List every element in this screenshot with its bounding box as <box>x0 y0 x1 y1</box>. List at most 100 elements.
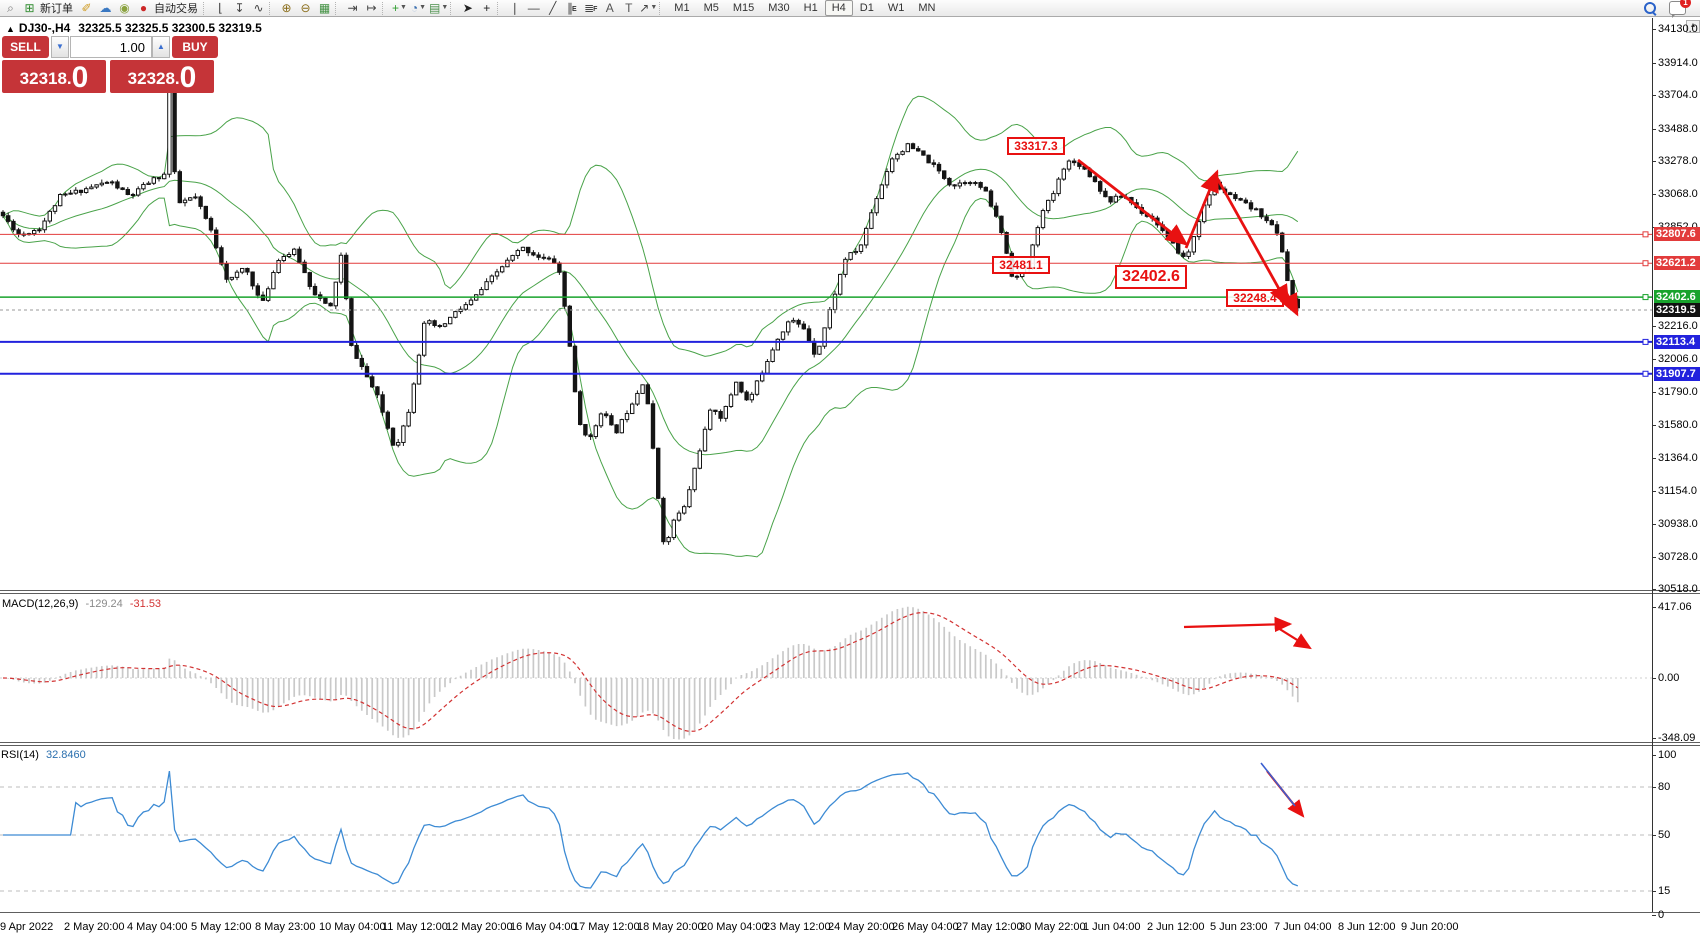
price-tag: 31907.7 <box>1654 366 1700 381</box>
chart-title: ▲ DJ30-,H4 32325.5 32325.5 32300.5 32319.5 <box>6 21 262 35</box>
macd-tick-label: -348.09 <box>1658 731 1696 744</box>
trend-arrow <box>1279 285 1299 317</box>
trend-arrow <box>1184 169 1219 249</box>
rsi-tick-label: 15 <box>1658 885 1671 897</box>
panel-separator[interactable] <box>0 742 1700 743</box>
zoom-out-icon[interactable]: ⊖ <box>300 1 311 15</box>
time-axis-label: 8 May 23:00 <box>255 921 316 933</box>
text-icon[interactable]: A <box>605 1 614 15</box>
panel-separator <box>0 593 1700 594</box>
macd-value-main: -129.24 <box>85 598 123 610</box>
styler-icon[interactable]: ✐ <box>81 1 92 15</box>
axis-tick <box>1652 755 1656 756</box>
price-tick-label: 33488.0 <box>1658 122 1698 135</box>
chart-type-icon[interactable]: ▤ ▼ <box>429 1 449 15</box>
chart-shift-icon[interactable]: ↦ <box>366 1 377 15</box>
volume-input[interactable] <box>70 36 152 58</box>
time-axis-label: 20 May 04:00 <box>701 921 768 933</box>
time-axis-label: 12 May 20:00 <box>446 921 513 933</box>
timeframe-m15[interactable]: M15 <box>732 2 755 14</box>
chat-badge: 1 <box>1680 0 1691 8</box>
indicator-window-icon[interactable]: ⌊ <box>218 1 223 15</box>
price-tag: 32402.6 <box>1654 290 1700 305</box>
annotation-price-label: 32248.4 <box>1226 289 1284 307</box>
chat-icon[interactable]: 1 <box>1669 0 1691 18</box>
one-click-trading-panel: SELL ▼ ▲ BUY 32318.0 32328.0 <box>2 36 218 93</box>
macd-value-signal: -31.53 <box>129 598 162 610</box>
ohlc-values: 32325.5 32325.5 32300.5 32319.5 <box>78 21 262 35</box>
timeframe-m30[interactable]: M30 <box>768 2 790 14</box>
bollinger-band <box>2 95 1299 357</box>
partial-icon[interactable]: ⌕ <box>7 1 14 15</box>
axis-tick <box>1652 326 1656 327</box>
price-tick-label: 31364.0 <box>1658 452 1698 464</box>
algo-trading-label[interactable]: 自动交易 <box>154 3 198 15</box>
time-axis-label: 16 May 04:00 <box>510 921 577 933</box>
timeframe-h4[interactable]: H4 <box>824 0 853 16</box>
timeframe-m1[interactable]: M1 <box>674 2 690 14</box>
new-order-label[interactable]: 新订单 <box>40 3 73 15</box>
new-order-icon[interactable]: ⊞ <box>24 1 35 15</box>
fibonacci-icon[interactable]: ≣ F <box>584 1 598 15</box>
time-axis-label: 17 May 12:00 <box>573 921 640 933</box>
time-axis-label: 5 Jun 23:00 <box>1210 921 1268 933</box>
axis-tick <box>1652 835 1656 836</box>
object-window-icon[interactable]: ↧ <box>234 1 245 15</box>
time-axis-label: 1 Jun 04:00 <box>1083 921 1141 933</box>
toolbar-separator <box>382 1 387 15</box>
text-label-icon[interactable]: T <box>625 1 633 15</box>
trend-arrow <box>1077 158 1189 246</box>
time-axis-label: 24 May 20:00 <box>828 921 895 933</box>
axis-tick <box>1652 458 1656 459</box>
timeframe-mn[interactable]: MN <box>918 2 936 14</box>
arrows-menu-icon[interactable]: ↗ ▼ <box>639 1 658 15</box>
macd-label: MACD(12,26,9) -129.24 -31.53 <box>2 598 162 610</box>
timeframe-w1[interactable]: W1 <box>887 2 905 14</box>
crosshair-icon[interactable]: + <box>483 1 491 15</box>
sell-button[interactable]: SELL <box>2 36 49 58</box>
axis-tick <box>1652 194 1656 195</box>
timeframe-d1[interactable]: D1 <box>859 2 874 14</box>
axis-tick <box>1652 524 1656 525</box>
horizontal-line-icon[interactable]: ― <box>527 1 540 15</box>
tile-windows-icon[interactable]: ▦ <box>318 1 331 15</box>
axis-tick <box>1652 161 1656 163</box>
cursor-icon[interactable]: ➤ <box>462 1 473 15</box>
sell-price[interactable]: 32318. 0 <box>2 60 106 93</box>
community-icon[interactable]: ☁ <box>99 1 112 15</box>
timeframe-menu-icon[interactable]: ◔ ▼ <box>410 1 427 15</box>
zoom-in-icon[interactable]: ⊕ <box>281 1 292 15</box>
annotation-price-label: 32481.1 <box>992 256 1050 274</box>
volume-increase-button[interactable]: ▲ <box>152 36 170 58</box>
auto-scroll-icon[interactable]: ⇥ <box>347 1 358 15</box>
signals-icon[interactable]: ◉ <box>119 1 130 15</box>
search-icon[interactable] <box>1644 1 1657 16</box>
wave-icon[interactable]: ∿ <box>253 1 264 15</box>
line-handle <box>1642 231 1649 238</box>
algo-trading-icon[interactable]: ● <box>139 1 148 15</box>
vertical-line-icon[interactable]: ❘ <box>509 1 520 15</box>
axis-tick <box>1652 556 1656 558</box>
price-tick-label: 31154.0 <box>1658 484 1697 497</box>
price-tick-label: 33068.0 <box>1658 188 1698 200</box>
bollinger-band <box>2 168 1299 456</box>
axis-tick <box>1652 737 1656 739</box>
time-axis-label: 9 Apr 2022 <box>0 921 54 933</box>
trendline-icon[interactable]: ╱ <box>549 1 557 15</box>
equidistant-channel-icon[interactable]: ∥ E <box>566 1 577 15</box>
buy-price[interactable]: 32328. 0 <box>110 60 214 93</box>
line-handle <box>1642 370 1649 377</box>
timeframe-h1[interactable]: H1 <box>803 2 818 14</box>
volume-decrease-button[interactable]: ▼ <box>51 36 69 58</box>
collapse-panel-icon[interactable]: ▲ <box>6 24 15 34</box>
add-indicator-icon[interactable]: + ▼ <box>392 1 407 15</box>
buy-button[interactable]: BUY <box>172 36 218 58</box>
panel-separator[interactable] <box>0 590 1700 591</box>
macd-histogram <box>7 606 1299 740</box>
timeframe-m5[interactable]: M5 <box>703 2 719 14</box>
price-tick-label: 33704.0 <box>1658 89 1698 102</box>
price-axis-line[interactable] <box>1652 18 1653 912</box>
price-tick-label: 30938.0 <box>1658 518 1698 530</box>
price-tick-label: 30728.0 <box>1658 550 1698 563</box>
